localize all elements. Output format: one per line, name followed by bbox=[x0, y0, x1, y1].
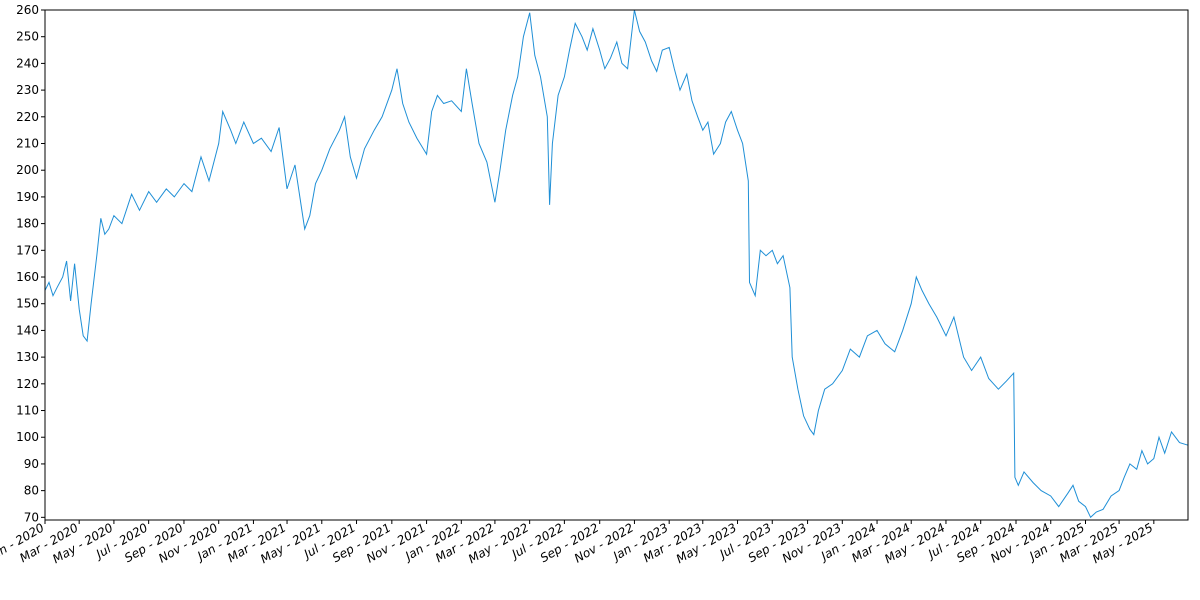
y-tick-label: 220 bbox=[16, 110, 39, 124]
plot-frame bbox=[44, 9, 1189, 521]
y-tick-label: 170 bbox=[16, 243, 39, 257]
y-tick-label: 160 bbox=[16, 270, 39, 284]
y-tick-label: 90 bbox=[24, 457, 39, 471]
y-tick-label: 250 bbox=[16, 30, 39, 44]
y-tick-label: 70 bbox=[24, 510, 39, 524]
y-tick-label: 210 bbox=[16, 137, 39, 151]
y-tick-label: 260 bbox=[16, 3, 39, 17]
y-tick-label: 80 bbox=[24, 484, 39, 498]
series-line bbox=[44, 9, 1189, 519]
y-tick-label: 230 bbox=[16, 83, 39, 97]
y-axis: 70 80 90 100 110 120 130 140 150 160 170 180 190 200 2… bbox=[16, 3, 45, 524]
y-tick-label: 110 bbox=[16, 404, 39, 418]
y-tick-label: 180 bbox=[16, 217, 39, 231]
y-tick-label: 240 bbox=[16, 56, 39, 70]
y-tick-label: 130 bbox=[16, 350, 39, 364]
y-tick-label: 120 bbox=[16, 377, 39, 391]
y-tick-label: 190 bbox=[16, 190, 39, 204]
y-tick-label: 140 bbox=[16, 323, 39, 337]
y-tick-label: 150 bbox=[16, 297, 39, 311]
y-tick-label: 100 bbox=[16, 430, 39, 444]
y-tick-label: 200 bbox=[16, 163, 39, 177]
